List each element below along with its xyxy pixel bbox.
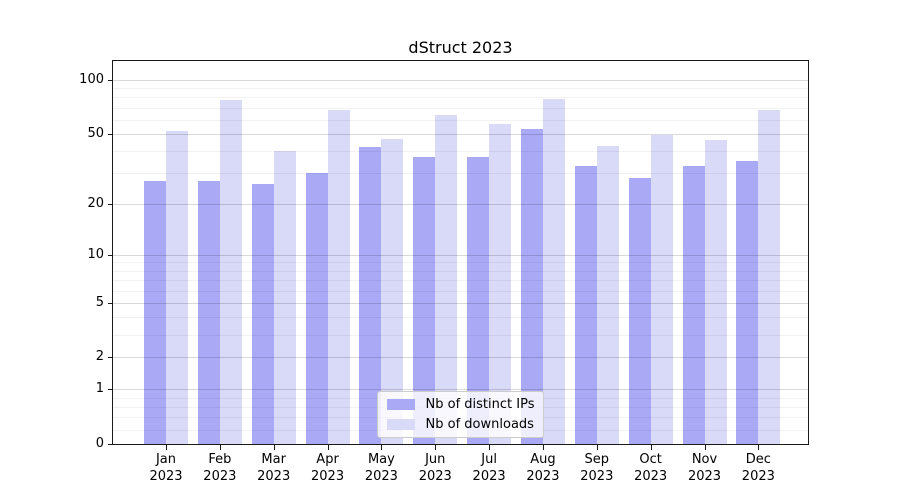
plot-area: Nb of distinct IPs Nb of downloads [112,60,809,445]
y-tick-mark [108,203,113,205]
x-tick-mark [381,445,383,450]
major-gridline [113,357,808,359]
chart-title: dStruct 2023 [408,38,513,57]
x-tick-label: Jul 2023 [472,452,506,484]
major-gridline [113,80,808,81]
x-tick-mark [327,445,329,450]
minor-gridline [113,317,808,319]
x-tick-mark [435,445,437,450]
y-tick-mark [108,254,113,256]
major-gridline [113,302,808,304]
legend: Nb of distinct IPs Nb of downloads [376,391,545,438]
minor-gridline [113,290,808,292]
y-tick-label: 1 [95,381,104,397]
y-tick-label: 10 [87,246,104,262]
y-tick-mark [108,133,113,135]
minor-gridline [113,279,808,281]
x-tick-mark [219,445,221,450]
bar-distinct-ips-mar [251,184,274,444]
x-tick-label: Jan 2023 [149,452,183,484]
bar-downloads-dec [758,110,781,444]
x-tick-label: Aug 2023 [526,452,560,484]
minor-gridline [113,270,808,272]
legend-label-distinct-ips: Nb of distinct IPs [425,397,535,412]
y-tick-label: 0 [95,436,104,451]
minor-gridline [113,97,808,99]
x-tick-label: Oct 2023 [634,452,668,484]
y-tick-mark [108,302,113,304]
x-tick-mark [273,445,275,450]
bar-downloads-apr [327,110,350,444]
x-tick-mark [542,445,544,450]
bar-distinct-ips-sep [574,165,597,444]
x-tick-mark [758,445,760,450]
legend-item-downloads: Nb of downloads [386,417,535,432]
minor-gridline [113,173,808,175]
minor-gridline [113,107,808,109]
x-tick-label: Nov 2023 [687,452,722,484]
x-tick-label: Apr 2023 [311,452,345,484]
bar-distinct-ips-jul [467,157,490,444]
x-tick-label: Mar 2023 [257,452,291,484]
x-tick-mark [704,445,706,450]
x-tick-mark [650,445,652,450]
bar-downloads-jun [435,114,458,444]
bar-downloads-nov [704,140,727,444]
bar-distinct-ips-may [359,147,382,444]
bar-distinct-ips-apr [305,173,328,444]
y-tick-label: 5 [95,294,104,310]
bar-downloads-may [381,138,404,444]
x-tick-label: Dec 2023 [741,452,775,484]
minor-gridline [113,119,808,121]
bar-downloads-jan [166,130,188,444]
minor-gridline [113,334,808,336]
bar-downloads-jul [489,123,512,444]
bar-distinct-ips-feb [197,181,220,444]
x-tick-label: Feb 2023 [203,452,237,484]
bar-distinct-ips-nov [682,165,705,444]
bar-downloads-aug [542,99,565,444]
minor-gridline [113,262,808,264]
bar-distinct-ips-dec [736,161,759,444]
bar-downloads-sep [596,145,619,444]
minor-gridline [113,151,808,153]
bar-distinct-ips-jan [144,181,166,444]
y-tick-mark [108,80,113,81]
bar-downloads-feb [219,100,242,444]
major-gridline [113,389,808,391]
bar-distinct-ips-aug [520,129,543,444]
bar-downloads-mar [273,151,296,444]
legend-swatch-distinct-ips [386,399,415,410]
bar-distinct-ips-oct [628,178,651,444]
y-tick-label: 2 [95,349,104,365]
legend-swatch-downloads [386,419,415,430]
y-tick-label: 20 [87,195,104,211]
legend-item-distinct-ips: Nb of distinct IPs [386,397,535,412]
x-tick-mark [166,445,167,450]
y-tick-label: 50 [87,125,104,141]
x-tick-mark [596,445,598,450]
x-tick-mark [489,445,491,450]
major-gridline [113,203,808,205]
y-tick-label: 100 [79,72,104,87]
major-gridline [113,133,808,135]
bar-downloads-oct [650,135,673,444]
major-gridline [113,254,808,256]
legend-label-downloads: Nb of downloads [425,417,534,432]
y-tick-mark [108,389,113,391]
x-tick-label: Sep 2023 [580,452,614,484]
bar-distinct-ips-jun [413,157,436,444]
y-tick-mark [108,357,113,359]
x-tick-label: May 2023 [364,452,398,484]
y-tick-mark [108,444,113,445]
x-tick-label: Jun 2023 [418,452,452,484]
minor-gridline [113,88,808,90]
